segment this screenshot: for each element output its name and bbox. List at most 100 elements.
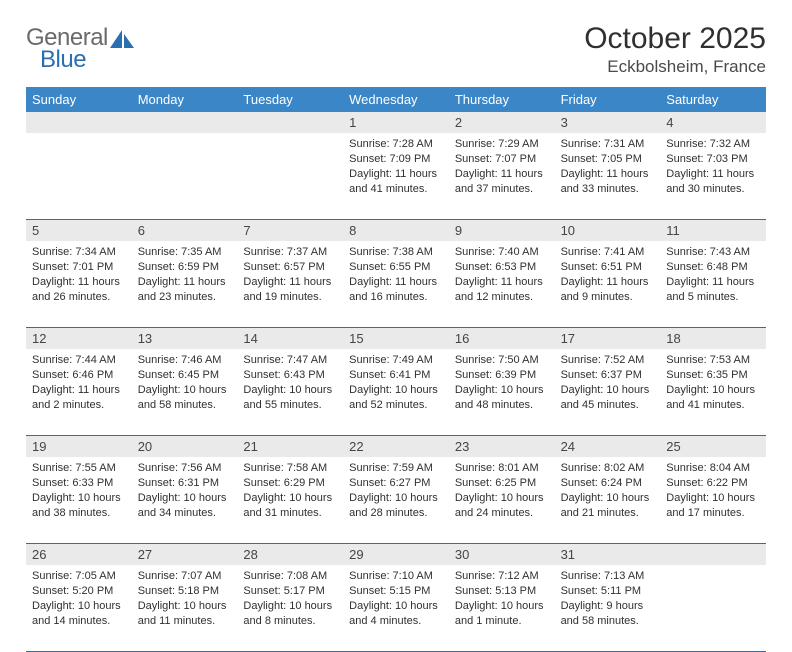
daylight-line2: and 55 minutes. [243, 398, 337, 413]
logo-word-blue: Blue [26, 48, 108, 72]
sunrise-text: Sunrise: 7:08 AM [243, 569, 337, 584]
daylight-line1: Daylight: 10 hours [138, 383, 232, 398]
sunrise-text: Sunrise: 7:07 AM [138, 569, 232, 584]
weekday-header: Thursday [449, 87, 555, 112]
daylight-line1: Daylight: 11 hours [561, 167, 655, 182]
weekday-header: Friday [555, 87, 661, 112]
day-info: Sunrise: 8:04 AMSunset: 6:22 PMDaylight:… [666, 461, 760, 520]
daylight-line2: and 45 minutes. [561, 398, 655, 413]
daylight-line1: Daylight: 11 hours [32, 275, 126, 290]
sunrise-text: Sunrise: 8:02 AM [561, 461, 655, 476]
daylight-line1: Daylight: 10 hours [349, 599, 443, 614]
day-cell: Sunrise: 7:38 AMSunset: 6:55 PMDaylight:… [343, 241, 449, 327]
day-number: 17 [555, 328, 661, 349]
day-info: Sunrise: 7:55 AMSunset: 6:33 PMDaylight:… [32, 461, 126, 520]
sunset-text: Sunset: 5:15 PM [349, 584, 443, 599]
daylight-line2: and 8 minutes. [243, 614, 337, 629]
day-cell: Sunrise: 7:31 AMSunset: 7:05 PMDaylight:… [555, 133, 661, 219]
day-cell: Sunrise: 7:49 AMSunset: 6:41 PMDaylight:… [343, 349, 449, 435]
day-info: Sunrise: 7:10 AMSunset: 5:15 PMDaylight:… [349, 569, 443, 628]
sunset-text: Sunset: 6:59 PM [138, 260, 232, 275]
day-cell: Sunrise: 8:04 AMSunset: 6:22 PMDaylight:… [660, 457, 766, 543]
day-number: 19 [26, 436, 132, 457]
day-cell [26, 133, 132, 219]
day-number: 30 [449, 544, 555, 565]
calendar: Sunday Monday Tuesday Wednesday Thursday… [26, 87, 766, 652]
sunset-text: Sunset: 6:48 PM [666, 260, 760, 275]
daylight-line1: Daylight: 11 hours [349, 167, 443, 182]
sunset-text: Sunset: 5:11 PM [561, 584, 655, 599]
sunset-text: Sunset: 5:20 PM [32, 584, 126, 599]
sunset-text: Sunset: 7:07 PM [455, 152, 549, 167]
sunset-text: Sunset: 6:35 PM [666, 368, 760, 383]
day-number: 31 [555, 544, 661, 565]
daylight-line1: Daylight: 10 hours [349, 491, 443, 506]
daylight-line1: Daylight: 11 hours [138, 275, 232, 290]
weekday-header: Sunday [26, 87, 132, 112]
day-cell: Sunrise: 7:59 AMSunset: 6:27 PMDaylight:… [343, 457, 449, 543]
sunrise-text: Sunrise: 7:31 AM [561, 137, 655, 152]
day-cell: Sunrise: 7:28 AMSunset: 7:09 PMDaylight:… [343, 133, 449, 219]
day-number: 24 [555, 436, 661, 457]
day-info: Sunrise: 7:13 AMSunset: 5:11 PMDaylight:… [561, 569, 655, 628]
daylight-line1: Daylight: 10 hours [349, 383, 443, 398]
daylight-line2: and 2 minutes. [32, 398, 126, 413]
day-number: 25 [660, 436, 766, 457]
day-info: Sunrise: 7:38 AMSunset: 6:55 PMDaylight:… [349, 245, 443, 304]
sunrise-text: Sunrise: 8:01 AM [455, 461, 549, 476]
daylight-line2: and 37 minutes. [455, 182, 549, 197]
daylight-line1: Daylight: 11 hours [666, 275, 760, 290]
week-row: Sunrise: 7:44 AMSunset: 6:46 PMDaylight:… [26, 349, 766, 436]
sunset-text: Sunset: 6:57 PM [243, 260, 337, 275]
day-cell: Sunrise: 7:40 AMSunset: 6:53 PMDaylight:… [449, 241, 555, 327]
location-label: Eckbolsheim, France [584, 57, 766, 77]
day-number: 9 [449, 220, 555, 241]
day-info: Sunrise: 7:07 AMSunset: 5:18 PMDaylight:… [138, 569, 232, 628]
daylight-line2: and 12 minutes. [455, 290, 549, 305]
day-info: Sunrise: 7:28 AMSunset: 7:09 PMDaylight:… [349, 137, 443, 196]
day-info: Sunrise: 7:43 AMSunset: 6:48 PMDaylight:… [666, 245, 760, 304]
daylight-line1: Daylight: 11 hours [561, 275, 655, 290]
sunrise-text: Sunrise: 7:59 AM [349, 461, 443, 476]
daylight-line1: Daylight: 11 hours [666, 167, 760, 182]
sunset-text: Sunset: 7:03 PM [666, 152, 760, 167]
daylight-line2: and 23 minutes. [138, 290, 232, 305]
daylight-line1: Daylight: 11 hours [455, 275, 549, 290]
daylight-line1: Daylight: 10 hours [561, 383, 655, 398]
sunrise-text: Sunrise: 7:47 AM [243, 353, 337, 368]
day-number: 4 [660, 112, 766, 133]
day-cell: Sunrise: 7:43 AMSunset: 6:48 PMDaylight:… [660, 241, 766, 327]
brand-logo: General Blue [26, 22, 136, 72]
daylight-line2: and 21 minutes. [561, 506, 655, 521]
day-cell [237, 133, 343, 219]
daylight-line2: and 33 minutes. [561, 182, 655, 197]
daylight-line2: and 41 minutes. [349, 182, 443, 197]
weekday-header-row: Sunday Monday Tuesday Wednesday Thursday… [26, 87, 766, 112]
day-number [132, 112, 238, 133]
day-cell: Sunrise: 7:10 AMSunset: 5:15 PMDaylight:… [343, 565, 449, 651]
day-cell: Sunrise: 7:07 AMSunset: 5:18 PMDaylight:… [132, 565, 238, 651]
daylight-line2: and 14 minutes. [32, 614, 126, 629]
daynum-row: 12131415161718 [26, 328, 766, 349]
day-cell: Sunrise: 7:50 AMSunset: 6:39 PMDaylight:… [449, 349, 555, 435]
daylight-line1: Daylight: 10 hours [32, 491, 126, 506]
day-number: 2 [449, 112, 555, 133]
sunrise-text: Sunrise: 7:32 AM [666, 137, 760, 152]
sunset-text: Sunset: 5:18 PM [138, 584, 232, 599]
day-number: 23 [449, 436, 555, 457]
day-info: Sunrise: 8:02 AMSunset: 6:24 PMDaylight:… [561, 461, 655, 520]
day-cell: Sunrise: 7:47 AMSunset: 6:43 PMDaylight:… [237, 349, 343, 435]
sunrise-text: Sunrise: 7:53 AM [666, 353, 760, 368]
sunrise-text: Sunrise: 7:13 AM [561, 569, 655, 584]
daylight-line2: and 5 minutes. [666, 290, 760, 305]
daylight-line1: Daylight: 10 hours [455, 599, 549, 614]
day-cell: Sunrise: 7:55 AMSunset: 6:33 PMDaylight:… [26, 457, 132, 543]
day-info: Sunrise: 7:52 AMSunset: 6:37 PMDaylight:… [561, 353, 655, 412]
day-cell: Sunrise: 7:37 AMSunset: 6:57 PMDaylight:… [237, 241, 343, 327]
sunset-text: Sunset: 6:55 PM [349, 260, 443, 275]
day-number: 26 [26, 544, 132, 565]
day-cell: Sunrise: 7:29 AMSunset: 7:07 PMDaylight:… [449, 133, 555, 219]
sunrise-text: Sunrise: 7:41 AM [561, 245, 655, 260]
day-info: Sunrise: 7:44 AMSunset: 6:46 PMDaylight:… [32, 353, 126, 412]
day-number: 7 [237, 220, 343, 241]
